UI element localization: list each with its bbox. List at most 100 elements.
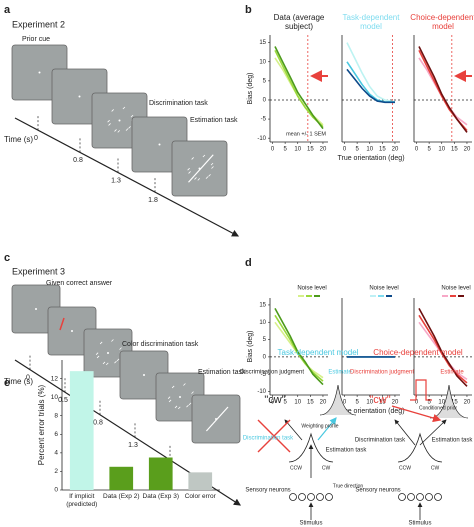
neuron <box>416 493 424 501</box>
diagram-label: CCW <box>290 465 302 471</box>
time-label: 0.5 <box>58 397 68 404</box>
conditioned-prior <box>410 379 432 401</box>
neuron <box>298 493 306 501</box>
estimate-bar <box>205 406 229 432</box>
panel-label: a <box>4 4 11 16</box>
y-tick-label: -5 <box>261 372 267 378</box>
y-tick-label: 6 <box>54 431 58 438</box>
stimulus-dot <box>105 362 109 366</box>
y-tick-label: -5 <box>261 117 267 123</box>
panel-title: Experiment 2 <box>12 19 65 29</box>
panel-label: b <box>245 4 252 16</box>
diagram-label: CCW <box>399 465 411 471</box>
chart-title: Task-dependent model <box>342 13 400 31</box>
series-line <box>346 42 396 103</box>
bar <box>109 466 134 490</box>
diagram-label: Stimulus <box>299 521 322 527</box>
screen-label: Prior cue <box>22 36 50 43</box>
x-tick-label: 15 <box>307 147 314 153</box>
series-line <box>274 314 324 382</box>
stimulus-dot <box>177 406 181 410</box>
posterior <box>319 384 357 416</box>
series-line <box>418 57 468 126</box>
screen-label: Estimation task <box>190 117 238 124</box>
y-tick-label: 0 <box>263 98 267 104</box>
neuron <box>407 493 415 501</box>
arrow <box>317 417 337 441</box>
neuron <box>434 493 442 501</box>
y-axis-label: Percent error trials (%) <box>37 384 46 465</box>
fixation <box>78 95 81 98</box>
diagram-label: True direction <box>333 483 364 489</box>
y-tick-label: 10 <box>51 394 59 401</box>
chart-title: Data (average subject) <box>273 13 325 31</box>
stimulus-dot <box>102 361 106 365</box>
stimulus-dot <box>107 119 110 123</box>
stimulus-dot <box>210 162 214 166</box>
x-tick-label: 10 <box>366 147 373 153</box>
neuron <box>316 493 324 501</box>
time-label: 1.3 <box>111 177 121 184</box>
posterior <box>429 384 469 419</box>
diagram-label: Task-dependent model <box>278 348 359 357</box>
stimulus-dot <box>122 106 126 110</box>
stimulus-dot <box>202 154 206 158</box>
stimulus-dot <box>96 355 100 359</box>
series-line <box>274 49 324 128</box>
neuron <box>398 493 406 501</box>
stimulus-dot <box>187 167 190 171</box>
neuron <box>307 493 315 501</box>
estimate-bar <box>188 154 214 183</box>
x-tick-label: 20 <box>392 147 399 153</box>
series-line <box>346 61 395 103</box>
y-tick-label: 12 <box>51 375 59 382</box>
x-tick-label: 15 <box>379 147 386 153</box>
stimulus-dot <box>197 178 201 181</box>
stimulus-dot <box>128 126 131 129</box>
chart-title: Choice-dependent model <box>410 13 474 31</box>
tuning-curve <box>397 432 443 463</box>
panel-title: Experiment 3 <box>12 266 65 276</box>
screen-label: Color discrimination task <box>122 341 199 348</box>
y-tick-label: 10 <box>259 59 266 65</box>
x-tick-label: 20 <box>464 147 471 153</box>
y-tick-label: 10 <box>259 320 266 326</box>
fixation <box>71 330 73 332</box>
x-tick-label: 5 <box>355 400 359 406</box>
stimulus-dot <box>191 391 194 394</box>
time-label: 1.3 <box>128 442 138 449</box>
y-tick-label: 15 <box>259 40 266 46</box>
diagram-label: "cw" <box>264 394 285 406</box>
y-axis-label: Bias (deg) <box>247 331 254 363</box>
legend-title: Noise level <box>441 286 470 292</box>
time-label: 0.8 <box>93 420 103 427</box>
cross <box>257 419 291 453</box>
stimulus-dot <box>117 130 121 133</box>
series-line <box>418 308 468 387</box>
fixation <box>118 119 121 122</box>
stimulus-dot <box>211 166 214 169</box>
arrow <box>391 405 442 423</box>
x-tick-label: 0 <box>415 147 419 153</box>
time-axis-label: Time (s) <box>4 377 33 386</box>
y-tick-label: 8 <box>54 412 58 419</box>
fixation <box>158 143 161 146</box>
series-line <box>274 46 324 130</box>
stimulus-dot <box>125 128 129 131</box>
stimulus-dot <box>108 123 111 126</box>
fixation <box>38 71 41 74</box>
stimulus-dot <box>188 171 191 174</box>
stimulus-dot <box>116 358 120 362</box>
stimulus-dot <box>95 352 99 355</box>
diagram-label: Estimate <box>440 370 464 376</box>
time-label: 0.8 <box>73 157 83 164</box>
x-tick-label: 20 <box>464 400 471 406</box>
x-tick-label: Color error <box>184 493 216 500</box>
legend-title: Noise level <box>297 286 326 292</box>
x-tick-label: 5 <box>283 147 287 153</box>
diagram-label: Conditioned prior <box>419 405 457 411</box>
x-tick-label: 5 <box>427 147 431 153</box>
x-tick-label: 20 <box>392 400 399 406</box>
